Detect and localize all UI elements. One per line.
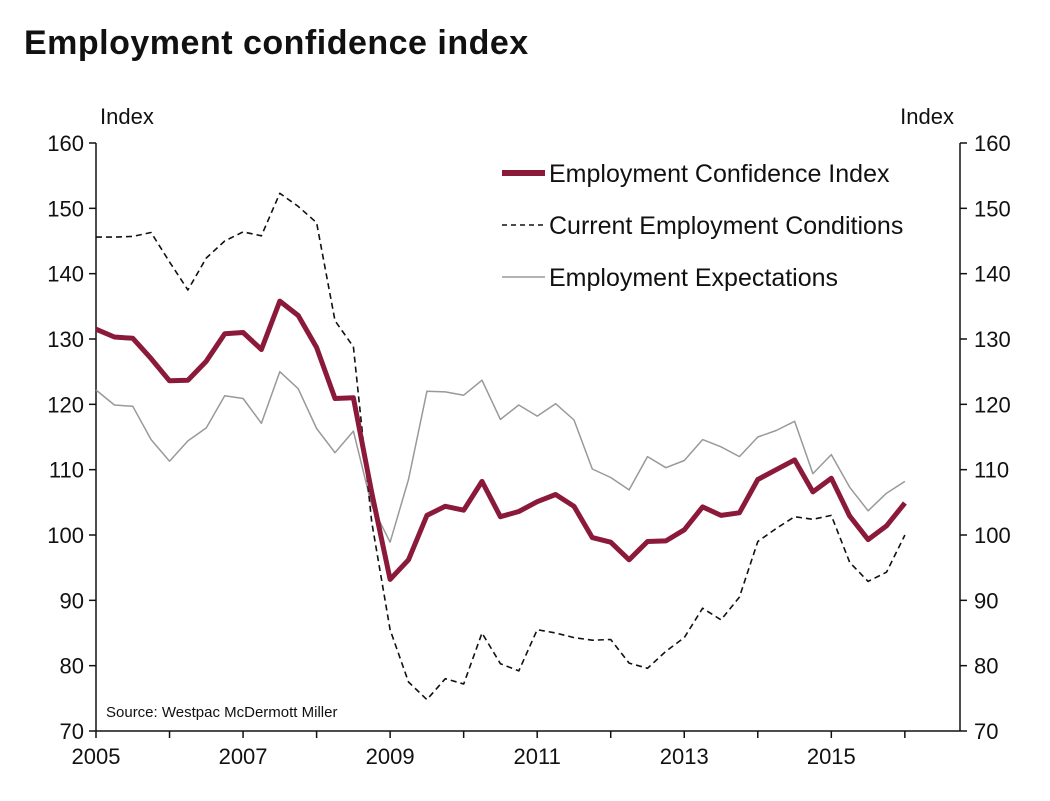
left-y-tick-label: 100 — [47, 523, 84, 548]
series-line-employment-confidence-index — [95, 298, 907, 582]
series-line-employment-expectations — [95, 370, 906, 543]
x-tick-label: 2013 — [660, 744, 709, 769]
left-y-tick-label: 140 — [47, 262, 84, 287]
right-y-tick-label: 70 — [974, 719, 998, 744]
x-tick-label: 2007 — [219, 744, 268, 769]
right-axis-title: Index — [900, 104, 954, 129]
right-y-tick-label: 110 — [974, 458, 1009, 483]
right-y-tick-label: 160 — [974, 131, 1011, 156]
legend-label-current-employment-conditions: Current Employment Conditions — [549, 212, 903, 240]
left-y-tick-label: 110 — [49, 458, 84, 483]
left-y-tick-label: 70 — [60, 719, 84, 744]
x-tick-label: 2015 — [807, 744, 856, 769]
left-y-tick-label: 80 — [60, 654, 84, 679]
x-tick-label: 2005 — [72, 744, 121, 769]
legend-label-employment-confidence-index: Employment Confidence Index — [549, 160, 890, 188]
series-line-current-employment-conditions — [96, 192, 906, 701]
right-y-tick-label: 100 — [974, 523, 1011, 548]
left-axis-title: Index — [100, 104, 154, 129]
right-y-tick-label: 80 — [974, 654, 998, 679]
ticks-layer: 70 70 80 80 90 90 100 100 110 110 120 120 130 130 140 1… — [47, 131, 1010, 769]
left-y-tick-label: 160 — [47, 131, 84, 156]
right-y-tick-label: 120 — [974, 392, 1011, 417]
x-tick-label: 2009 — [366, 744, 415, 769]
left-y-tick-label: 90 — [60, 588, 84, 613]
right-y-tick-label: 130 — [974, 327, 1011, 352]
right-y-tick-label: 90 — [974, 588, 998, 613]
left-y-tick-label: 130 — [47, 327, 84, 352]
right-y-tick-label: 150 — [974, 196, 1011, 221]
chart-title: Employment confidence index — [24, 24, 529, 62]
legend-label-employment-expectations: Employment Expectations — [549, 264, 838, 292]
right-y-tick-label: 140 — [974, 262, 1011, 287]
x-tick-label: 2011 — [514, 744, 561, 769]
series-layer — [95, 192, 907, 701]
legend: Employment Confidence Index Current Empl… — [502, 160, 903, 292]
left-y-tick-label: 120 — [47, 392, 84, 417]
source-note: Source: Westpac McDermott Miller — [106, 704, 337, 721]
left-y-tick-label: 150 — [47, 196, 84, 221]
